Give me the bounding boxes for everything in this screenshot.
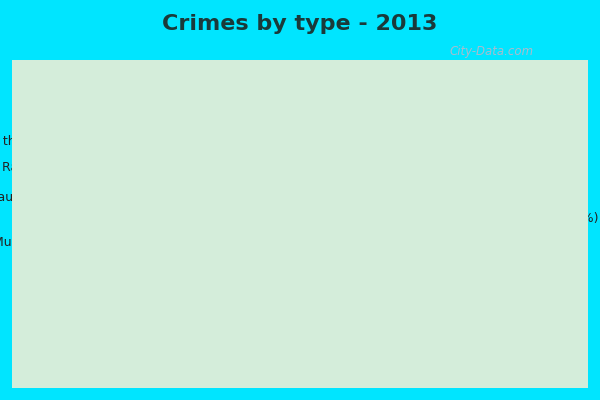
Wedge shape — [172, 224, 302, 240]
Wedge shape — [172, 224, 302, 237]
Text: Robberies (2.9%): Robberies (2.9%) — [270, 72, 377, 130]
Wedge shape — [171, 162, 302, 234]
Text: Burglaries (27.3%): Burglaries (27.3%) — [224, 304, 341, 369]
Wedge shape — [173, 224, 341, 326]
Wedge shape — [302, 122, 434, 322]
Wedge shape — [205, 123, 302, 224]
Wedge shape — [279, 122, 302, 224]
Wedge shape — [198, 155, 302, 224]
Text: Thefts (45.3%): Thefts (45.3%) — [421, 210, 599, 225]
Text: Arson (0.4%): Arson (0.4%) — [182, 238, 456, 372]
Text: City-Data.com: City-Data.com — [450, 46, 534, 58]
Text: Rapes (1.4%): Rapes (1.4%) — [2, 161, 208, 174]
Text: Murders (0.6%): Murders (0.6%) — [0, 234, 181, 249]
Text: Crimes by type - 2013: Crimes by type - 2013 — [163, 14, 437, 34]
Text: Assaults (11.8%): Assaults (11.8%) — [0, 191, 185, 204]
Text: Auto thefts (10.4%): Auto thefts (10.4%) — [0, 136, 242, 148]
